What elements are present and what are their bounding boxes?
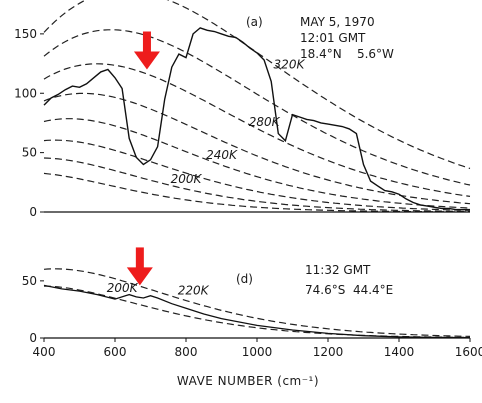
x-axis-title: WAVE NUMBER (cm⁻¹) [177,374,319,388]
y-tick-label-100: 100 [14,86,37,100]
reference-curve-180K [43,172,470,213]
reference-curve-240K [43,118,471,209]
arrow-shaft [135,247,144,270]
panel-d-label: (d) [236,272,253,286]
arrow-shaft [142,31,151,54]
reference-curve-220K [43,268,471,337]
arrow-head [126,267,153,286]
y-tick-label-50: 50 [22,274,37,288]
panel-d-x-ticks: 400 600 800 1000 1200 1400 1600 [33,338,482,359]
panel-a-label: (a) [246,15,263,29]
curve-label-280K: 280K [249,115,281,129]
panel-a-spectrum-line [43,27,470,211]
curve-label-240K: 240K [206,148,238,162]
curve-label-320K: 320K [274,58,306,72]
y-tick-label-150: 150 [14,27,37,41]
reference-curve-200K [43,285,470,338]
curve-label-200K: 200K [171,172,203,186]
x-tick-label-400: 400 [33,345,56,359]
curve-label-200K: 200K [107,281,139,295]
x-tick-label-1400: 1400 [384,345,415,359]
x-tick-label-1600: 1600 [455,345,482,359]
reference-curve-260K [43,92,471,205]
panel-d-spectrum-line [43,284,471,339]
panel-a-y-ticks: 0 50 100 150 [14,27,44,219]
arrow-head [133,51,160,70]
panel-a-time: 12:01 GMT [300,31,366,45]
y-tick-label-0: 0 [29,331,37,345]
x-tick-label-600: 600 [104,345,127,359]
x-tick-label-800: 800 [175,345,198,359]
panel-a: (a) MAY 5, 1970 12:01 GMT 18.4°N 5.6°W 3… [14,0,471,219]
x-tick-label-1200: 1200 [313,345,344,359]
panel-d-reference-curves: 220K 200K [43,268,471,338]
x-tick-label-1000: 1000 [242,345,273,359]
panel-a-date: MAY 5, 1970 [300,15,375,29]
y-tick-label-50: 50 [22,146,37,160]
panel-d: (d) 11:32 GMT 74.6°S 44.4°E 220K 200K 0 50… [22,247,482,388]
panel-a-location: 18.4°N 5.6°W [300,47,394,61]
reference-curve-220K [43,139,470,211]
panel-a-red-arrow [133,31,160,70]
reference-curve-320K [43,0,471,170]
y-tick-label-0: 0 [29,205,37,219]
panel-d-time: 11:32 GMT [305,263,371,277]
panel-d-red-arrow [126,247,153,286]
panel-d-location: 74.6°S 44.4°E [305,283,393,297]
curve-label-220K: 220K [178,284,210,298]
reference-curve-300K [43,29,471,186]
reference-curve-200K [43,157,470,212]
panel-d-y-ticks: 0 50 [22,274,44,345]
